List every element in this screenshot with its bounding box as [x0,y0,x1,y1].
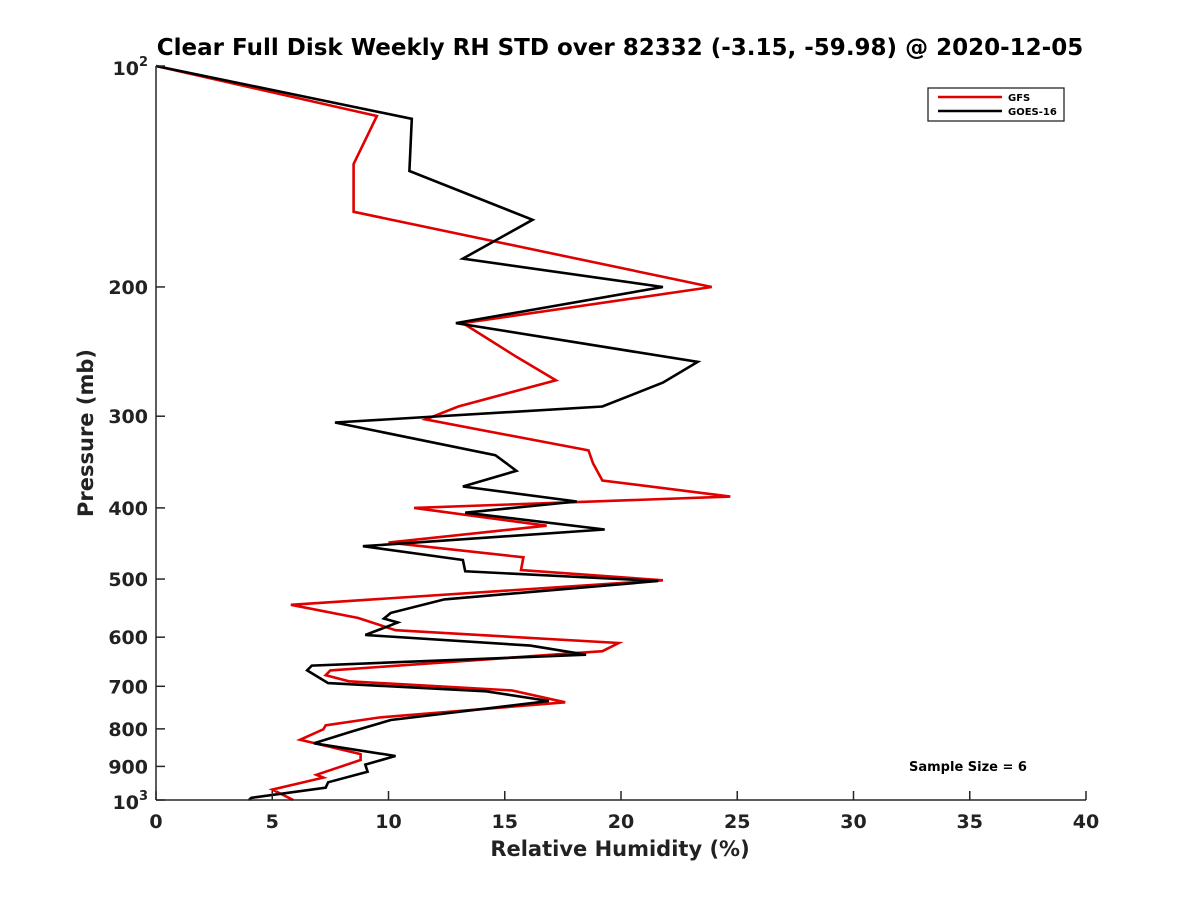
x-tick-label: 35 [957,811,983,833]
y-tick-label: 600 [108,627,148,649]
x-tick-label: 15 [492,811,518,833]
y-tick-label: 500 [108,569,148,591]
y-tick-exponent: 2 [139,55,148,70]
x-axis-label: Relative Humidity (%) [490,837,749,861]
legend: GFS GOES-16 [927,87,1065,122]
y-tick-base: 10 [113,792,139,814]
x-ticks: 0 5 10 15 20 25 30 35 40 [149,791,1099,833]
x-tick-label: 25 [724,811,750,833]
y-tick-label: 102 [113,55,149,80]
y-axis-label: Pressure (mb) [74,349,98,517]
y-tick-label: 200 [108,277,148,299]
y-tick-base: 10 [113,58,139,80]
sample-size-annotation: Sample Size = 6 [909,760,1027,775]
chart-title: Clear Full Disk Weekly RH STD over 82332… [157,35,1083,61]
series-line-gfs [155,64,731,802]
series-line-goes16 [155,64,702,801]
x-tick-label: 20 [608,811,634,833]
y-tick-label: 400 [108,498,148,520]
legend-label-goes16: GOES-16 [1008,107,1057,118]
y-tick-label: 300 [108,406,148,428]
x-tick-label: 40 [1073,811,1099,833]
y-tick-label: 103 [113,789,149,814]
y-tick-label: 900 [108,756,148,778]
y-tick-label: 700 [108,676,148,698]
series-layer [155,64,731,802]
x-tick-label: 10 [375,811,401,833]
x-tick-label: 30 [840,811,866,833]
y-tick-label: 800 [108,719,148,741]
legend-box [927,87,1065,122]
x-tick-label: 5 [266,811,279,833]
y-tick-exponent: 3 [139,789,148,804]
x-tick-label: 0 [149,811,162,833]
legend-label-gfs: GFS [1008,93,1030,104]
